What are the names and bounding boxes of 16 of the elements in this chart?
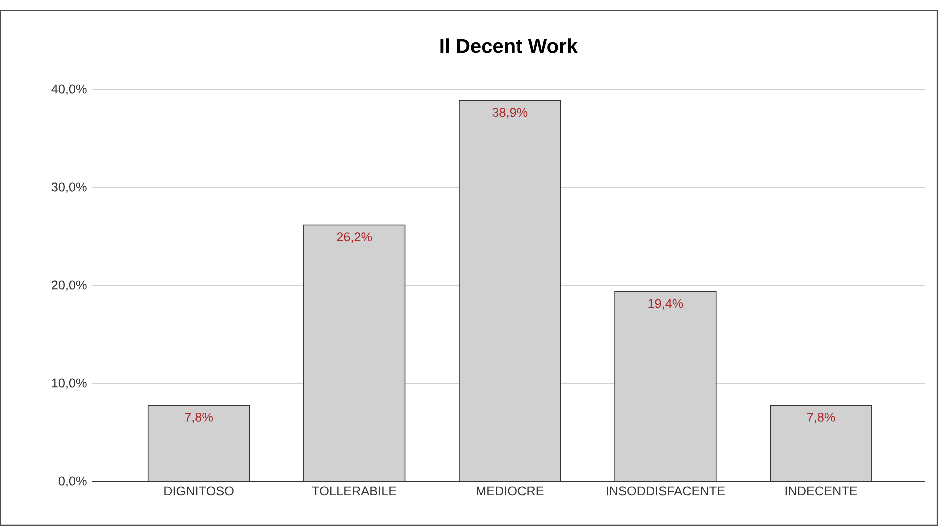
x-tick-label: TOLLERABILE (312, 486, 397, 496)
x-tick-label: INSODDISFACENTE (607, 486, 725, 496)
data-label: 38,9% (492, 108, 528, 119)
y-tick-label: 40,0% (52, 84, 87, 96)
y-tick-label: 20,0% (52, 280, 87, 292)
y-tick-label: 10,0% (52, 378, 87, 390)
data-label: 26,2% (337, 232, 372, 244)
data-label: 7,8% (807, 412, 836, 424)
y-tick-label: 0,0% (58, 476, 87, 488)
x-tick-label: INDECENTE (786, 486, 858, 496)
data-label: 7,8% (185, 412, 214, 424)
y-tick-label: 30,0% (52, 182, 87, 194)
x-tick-label: DIGNITOSO (164, 486, 234, 496)
chart-title: Il Decent Work (440, 38, 578, 54)
x-tick-label: MEDIOCRE (477, 486, 544, 496)
data-label: 19,4% (648, 299, 684, 310)
